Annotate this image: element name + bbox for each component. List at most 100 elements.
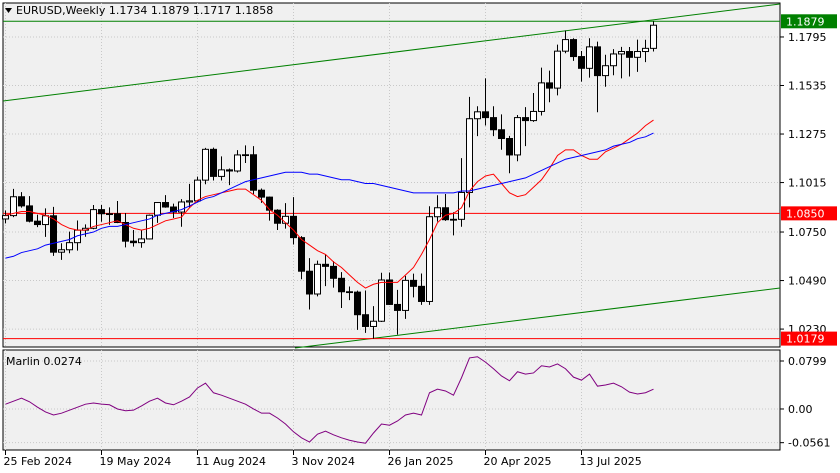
y-tick-label: 1.0750	[788, 226, 827, 239]
indicator-title: Marlin 0.0274	[6, 355, 82, 368]
candle-body	[498, 129, 505, 140]
candle-body	[314, 263, 321, 295]
indicator-plot-area	[2, 349, 781, 451]
candle-body	[250, 154, 257, 191]
y-tick-label: -0.0561	[788, 437, 830, 450]
candle-body	[10, 196, 17, 217]
candle-body	[210, 148, 217, 177]
candle-body	[610, 53, 617, 67]
candle-body	[514, 117, 521, 156]
candle-body	[258, 189, 265, 198]
candle-body	[202, 148, 209, 181]
level-label: 1.0850	[786, 207, 825, 220]
candle-body	[386, 279, 393, 305]
candle-body	[122, 222, 129, 242]
candle-body	[42, 215, 49, 226]
candle-body	[130, 240, 137, 244]
overlay-layer: 25 Feb 2024 19 May 2024 11 Aug 2024 3 Nov 2…	[4, 14, 837, 468]
candle-body	[330, 265, 337, 279]
chart-title: EURUSD,Weekly 1.1734 1.1879 1.1717 1.185…	[16, 4, 273, 17]
candle-body	[354, 291, 361, 316]
x-tick-label: 20 Apr 2025	[484, 455, 552, 468]
candle-body	[322, 263, 329, 267]
candle-body	[618, 51, 625, 55]
y-tick-label: 0.00	[788, 403, 813, 416]
candle-body	[234, 154, 241, 172]
candle-body	[346, 291, 353, 294]
level-label-box	[781, 14, 837, 29]
candle-body	[402, 279, 409, 311]
candle-body	[370, 320, 377, 327]
y-tick-label: 1.1015	[788, 177, 827, 190]
candle-body	[290, 215, 297, 239]
y-tick-label: 1.1275	[788, 128, 827, 141]
y-tick-label: 1.0490	[788, 275, 827, 288]
candle-body	[2, 215, 9, 220]
candle-body	[178, 201, 185, 213]
candle-body	[338, 277, 345, 293]
candle-body	[106, 213, 113, 216]
candle-body	[218, 169, 225, 177]
candle-body	[394, 303, 401, 311]
level-label: 1.0179	[786, 333, 825, 346]
channel-lower	[294, 287, 781, 349]
candle-body	[50, 215, 57, 253]
indicator-line	[5, 356, 654, 444]
level-label: 1.1879	[786, 15, 825, 28]
candle-body	[242, 154, 249, 157]
indicator-line	[5, 119, 654, 289]
candle-body	[602, 65, 609, 77]
candle-body	[274, 209, 281, 224]
candle-body	[522, 117, 529, 122]
x-tick-label: 25 Feb 2024	[4, 455, 72, 468]
candle-body	[530, 110, 537, 122]
y-tick-label: 0.0799	[788, 355, 827, 368]
candle-body	[458, 191, 465, 220]
x-tick-label: 3 Nov 2024	[292, 455, 355, 468]
level-label-box	[781, 331, 837, 346]
candle-body	[506, 138, 513, 156]
candle-body	[58, 249, 65, 253]
candle-body	[306, 270, 313, 295]
grid-layer	[3, 3, 780, 450]
candle-body	[578, 56, 585, 69]
candle-body	[186, 200, 193, 203]
level-label-box	[781, 206, 837, 221]
candle-body	[34, 220, 41, 226]
candle-body	[538, 82, 545, 112]
candle-body	[410, 279, 417, 287]
candle-body	[450, 218, 457, 221]
candle-body	[226, 169, 233, 172]
marks-layer	[2, 21, 657, 444]
candle-body	[154, 202, 161, 216]
candle-body	[650, 24, 657, 49]
candle-body	[482, 111, 489, 119]
candle-body	[594, 46, 601, 77]
candle-body	[570, 39, 577, 58]
y-tick-label: 1.1795	[788, 31, 827, 44]
candle-body	[266, 196, 273, 211]
x-tick-label: 19 May 2024	[100, 455, 172, 468]
candle-body	[634, 51, 641, 58]
candle-body	[642, 47, 649, 53]
candle-body	[418, 285, 425, 302]
candle-body	[554, 50, 561, 89]
candle-body	[378, 279, 385, 322]
x-tick-label: 11 Aug 2024	[196, 455, 266, 468]
candle-body	[586, 46, 593, 69]
candle-body	[362, 314, 369, 327]
candle-body	[546, 82, 553, 89]
candle-body	[442, 207, 449, 221]
candle-body	[490, 117, 497, 131]
x-tick-label: 26 Jan 2025	[388, 455, 454, 468]
candle-body	[26, 205, 33, 222]
x-tick-label: 13 Jul 2025	[580, 455, 642, 468]
candle-body	[66, 242, 73, 251]
channel-upper	[2, 3, 781, 102]
candle-body	[98, 209, 105, 215]
candle-body	[298, 237, 305, 272]
indicator-line	[5, 132, 654, 259]
collapse-arrow[interactable]	[5, 8, 12, 13]
candle-body	[434, 207, 441, 218]
